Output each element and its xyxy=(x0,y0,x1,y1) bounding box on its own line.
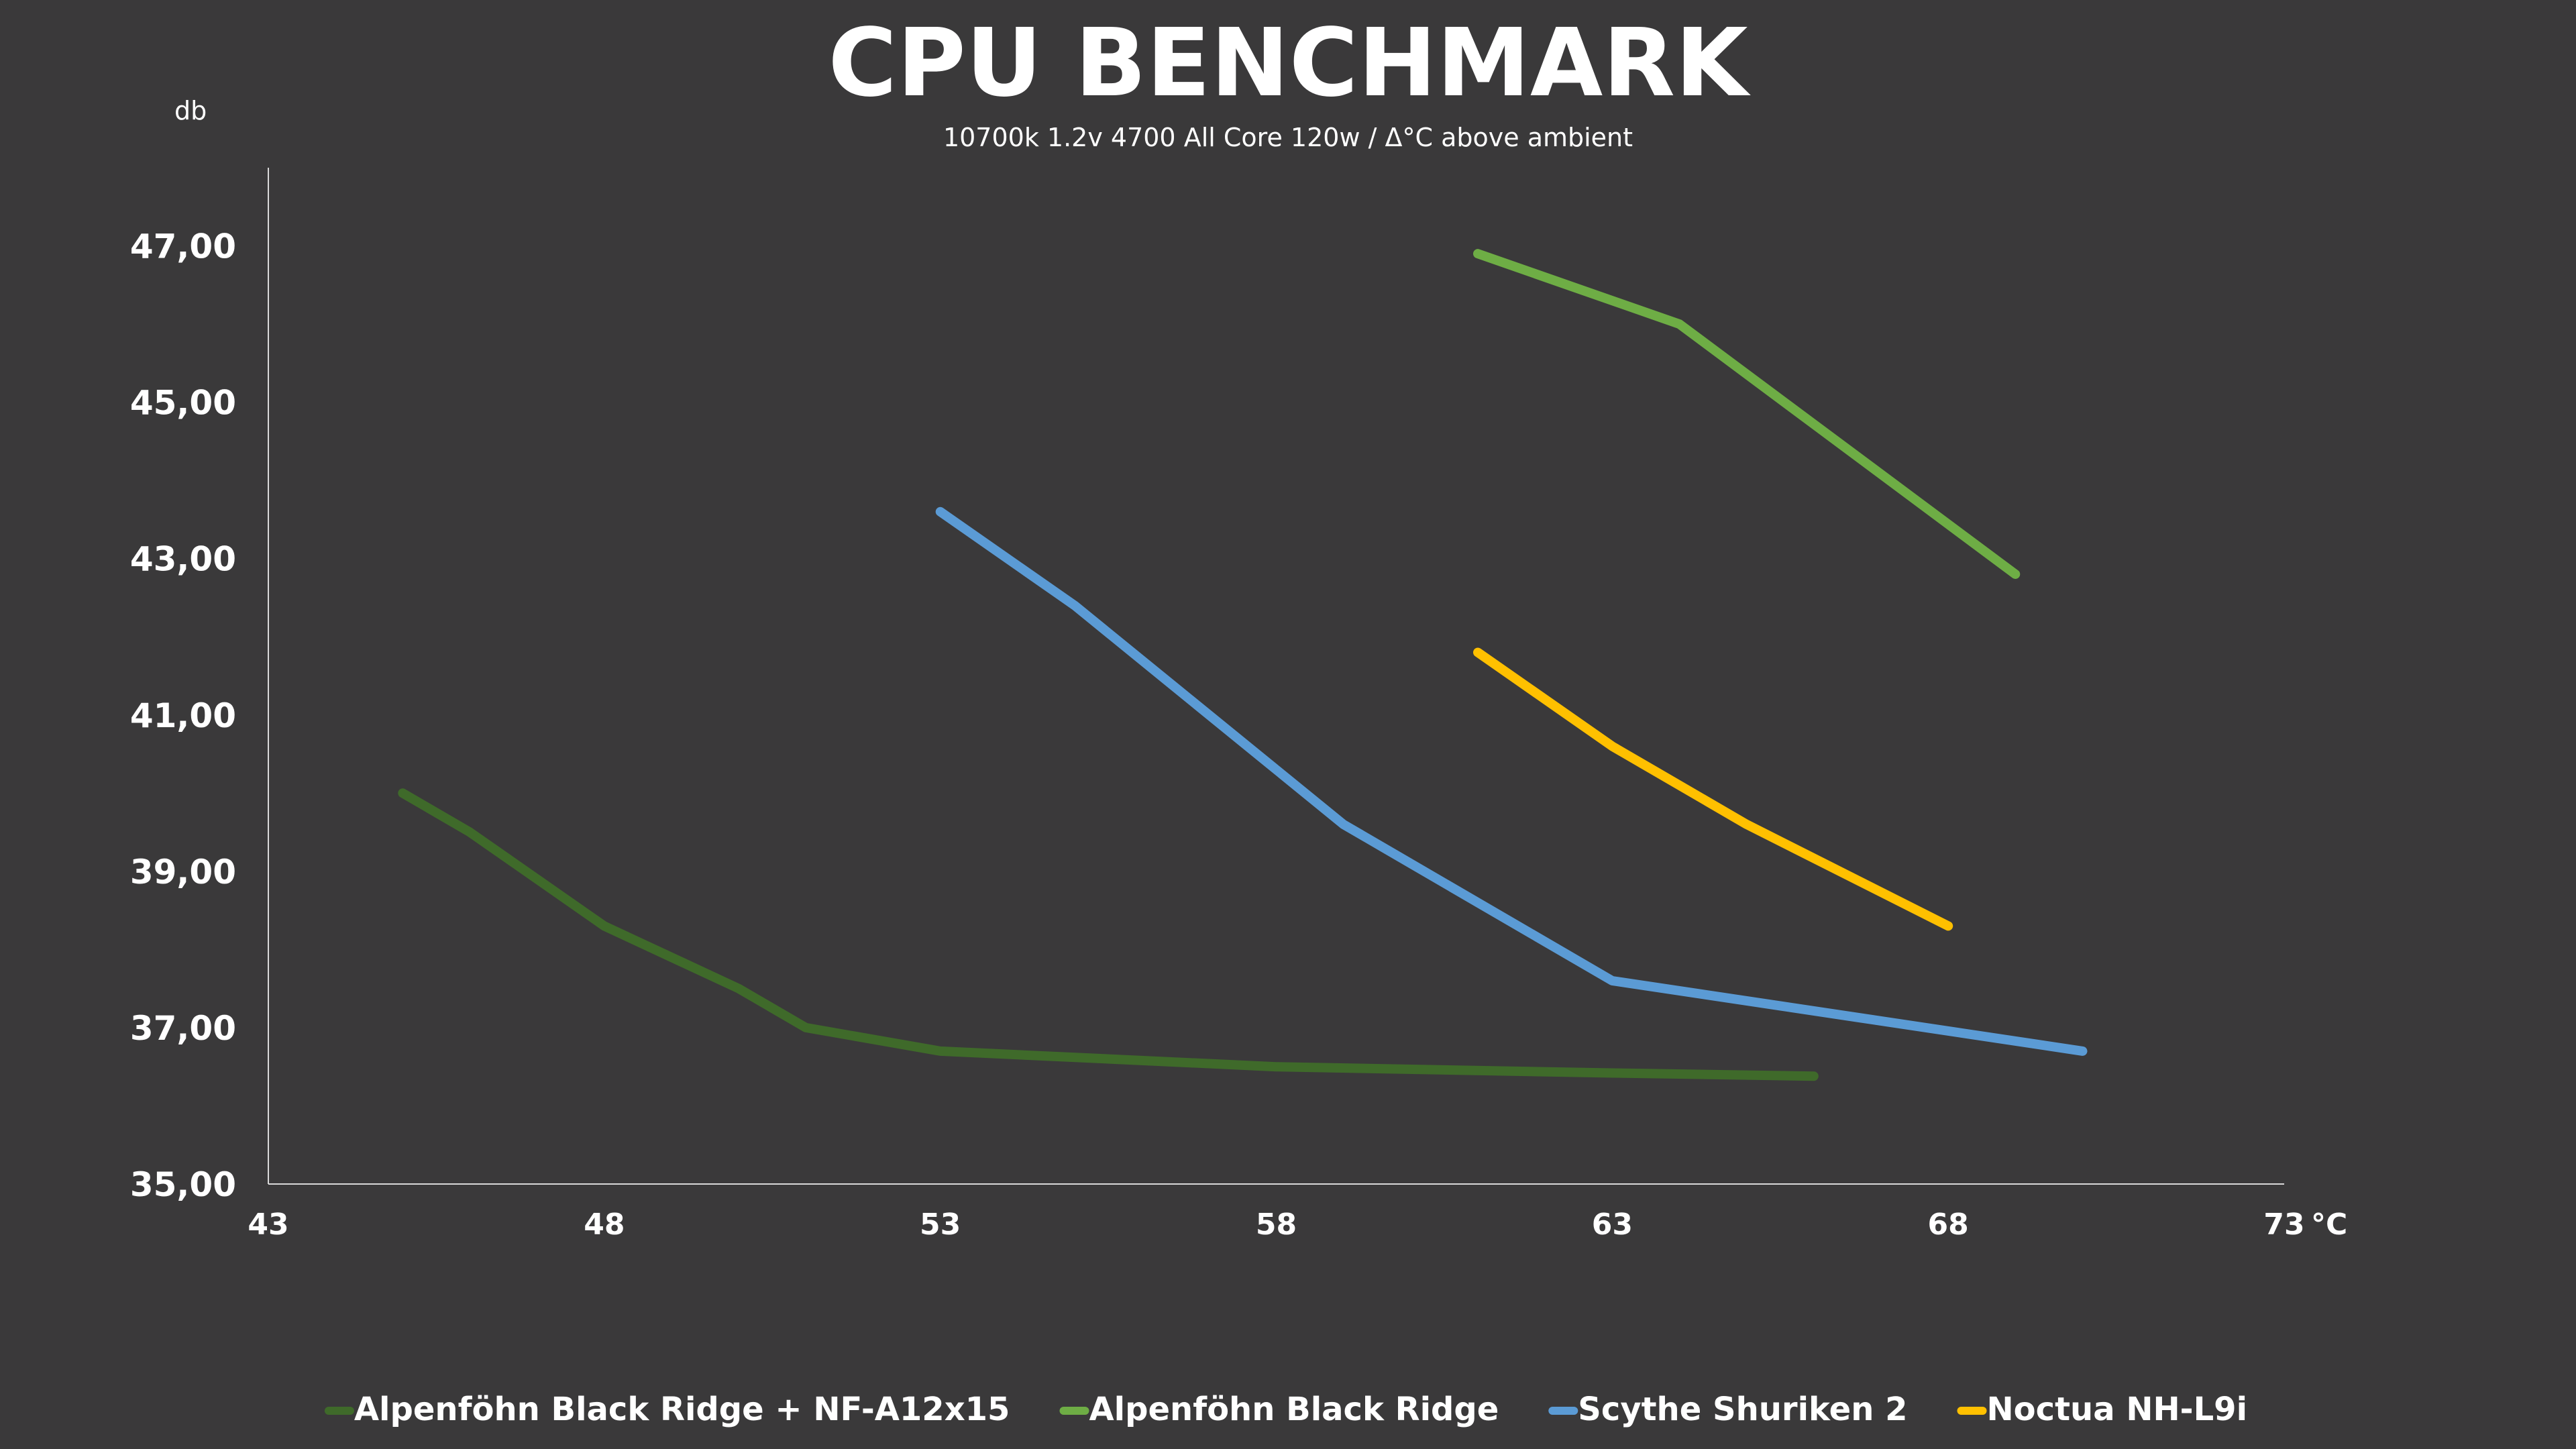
y-tick-label: 47,00 xyxy=(130,227,236,266)
x-tick-label: 53 xyxy=(920,1208,961,1242)
legend-label: Alpenföhn Black Ridge + NF-A12x15 xyxy=(354,1391,1010,1428)
y-ticks: 35,00 37,00 39,00 41,00 43,00 45,00 47,00 xyxy=(130,227,236,1204)
y-tick-label: 35,00 xyxy=(130,1165,236,1204)
series-line-2 xyxy=(1473,249,2021,579)
legend-item: Scythe Shuriken 2 xyxy=(1548,1391,1908,1428)
legend-label: Noctua NH-L9i xyxy=(1987,1391,2248,1428)
series-lines xyxy=(398,249,2088,1081)
x-tick-label: 58 xyxy=(1256,1208,1297,1242)
legend-item: Alpenföhn Black Ridge xyxy=(1059,1391,1499,1428)
x-tick-label: 43 xyxy=(248,1208,288,1242)
legend-label: Scythe Shuriken 2 xyxy=(1578,1391,1907,1428)
x-tick-label: 68 xyxy=(1928,1208,1969,1242)
x-axis-unit-label: °C xyxy=(2311,1208,2347,1242)
y-tick-label: 39,00 xyxy=(130,853,236,892)
series-line-1 xyxy=(398,788,1819,1081)
chart-title: CPU BENCHMARK xyxy=(828,9,1751,118)
x-tick-label: 63 xyxy=(1592,1208,1633,1242)
legend-item: Noctua NH-L9i xyxy=(1957,1391,2248,1428)
series-line-4 xyxy=(1473,647,1953,931)
y-tick-label: 43,00 xyxy=(130,540,236,579)
y-axis-label: db xyxy=(174,96,207,125)
y-tick-label: 45,00 xyxy=(130,384,236,423)
legend-label: Alpenföhn Black Ridge xyxy=(1089,1391,1499,1428)
x-tick-label: 73 xyxy=(2263,1208,2304,1242)
x-tick-label: 48 xyxy=(584,1208,625,1242)
legend-item: Alpenföhn Black Ridge + NF-A12x15 xyxy=(324,1391,1010,1428)
chart-subtitle: 10700k 1.2v 4700 All Core 120w / Δ°C abo… xyxy=(943,123,1633,152)
legend: Alpenföhn Black Ridge + NF-A12x15 Alpenfö… xyxy=(324,1391,2248,1428)
y-tick-label: 37,00 xyxy=(130,1009,236,1048)
x-ticks: 43 48 53 58 63 68 73 °C xyxy=(248,1208,2347,1242)
y-tick-label: 41,00 xyxy=(130,696,236,735)
axes xyxy=(268,168,2284,1185)
series-line-3 xyxy=(935,506,2088,1056)
